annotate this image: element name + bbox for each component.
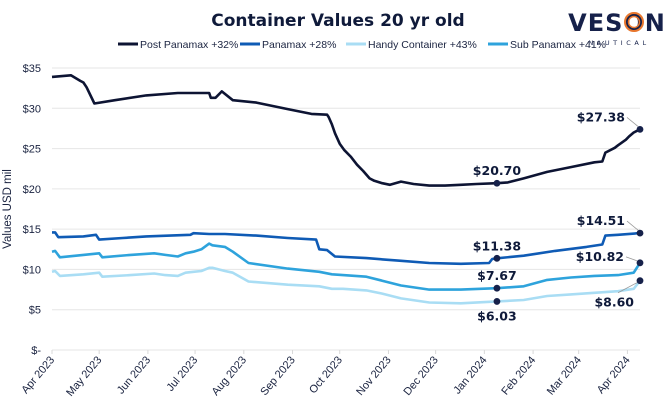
y-tick-label: $- [31, 345, 41, 357]
legend-item: Panamax +28% [240, 39, 336, 51]
x-tick-label: Aug 2023 [210, 354, 249, 398]
x-tick-label: Feb 2024 [499, 354, 538, 397]
y-tick-label: $20 [23, 184, 41, 196]
y-axis-ticks: $- $5 $10 $15 $20 $25 $30 $35 [23, 63, 42, 357]
annotation-label: $20.70 [473, 163, 522, 178]
x-tick-label: Jan 2024 [451, 354, 489, 396]
annotation-marker [493, 254, 501, 262]
x-tick-label: Sep 2023 [258, 354, 297, 398]
annotation-marker [636, 229, 644, 237]
series-line-handy-container-43 [51, 266, 642, 305]
data-annotation: $27.38 [577, 109, 644, 133]
data-annotation: $20.70 [473, 163, 522, 187]
y-tick-label: $30 [23, 103, 41, 115]
annotation-label: $14.51 [577, 213, 625, 228]
annotation-label: $7.67 [477, 268, 517, 283]
x-tick-label: Jul 2023 [164, 354, 200, 394]
series-lines [51, 74, 642, 305]
legend-label: Handy Container +43% [368, 39, 477, 51]
x-tick-label: Nov 2023 [354, 354, 393, 398]
x-tick-label: Mar 2024 [545, 354, 584, 397]
annotation-leader [617, 282, 638, 294]
y-tick-label: $15 [23, 224, 41, 236]
annotation-marker [636, 259, 644, 267]
x-tick-label: Apr 2023 [19, 354, 57, 396]
legend-item: Post Panamax +32% [118, 39, 238, 51]
veson-logo: VESON NAUTICAL [568, 9, 666, 47]
logo-wordmark: VESON [568, 9, 666, 37]
annotation-marker [493, 298, 501, 305]
annotation-label: $6.03 [477, 308, 517, 323]
series-line-sub-panamax-41 [51, 242, 642, 291]
logo-o-rings-icon [624, 12, 644, 32]
y-axis-label: Values USD mil [2, 169, 14, 249]
legend-item: Sub Panamax +41% [488, 39, 606, 51]
annotation-label: $11.38 [473, 238, 521, 253]
data-annotation: $6.03 [477, 298, 517, 323]
legend: Post Panamax +32% Panamax +28% Handy Conta… [118, 39, 606, 51]
annotation-marker [636, 277, 644, 285]
annotation-leader [625, 256, 638, 262]
annotation-marker [636, 125, 644, 133]
legend-item: Handy Container +43% [346, 39, 477, 51]
logo-subtitle: NAUTICAL [588, 39, 649, 47]
x-tick-label: Oct 2023 [307, 354, 345, 396]
annotation-marker [493, 284, 501, 292]
x-tick-label: May 2023 [64, 354, 104, 399]
y-tick-label: $35 [23, 63, 41, 75]
series-line-panamax-28 [52, 231, 641, 266]
x-tick-label: Jun 2023 [115, 354, 153, 396]
annotation-label: $8.60 [594, 295, 634, 310]
x-axis-ticks: Apr 2023 May 2023 Jun 2023 Jul 2023 Aug 2023… [19, 350, 633, 399]
data-annotation: $7.67 [477, 268, 517, 292]
y-tick-label: $5 [29, 305, 41, 317]
y-tick-label: $25 [23, 144, 41, 156]
annotation-marker [493, 179, 501, 187]
annotation-label: $10.82 [576, 249, 624, 264]
x-tick-label: Apr 2024 [595, 354, 633, 396]
annotation-leader [626, 220, 639, 231]
series-line-post-panamax-32 [51, 74, 641, 187]
data-annotation: $14.51 [577, 213, 644, 237]
chart-title: Container Values 20 yr old [211, 11, 464, 31]
x-tick-label: Dec 2023 [401, 354, 440, 398]
data-annotation: $10.82 [576, 249, 644, 267]
annotation-label: $27.38 [577, 109, 625, 124]
annotation-leader [626, 117, 639, 127]
legend-label: Panamax +28% [262, 39, 336, 51]
gridlines [52, 67, 640, 351]
data-annotation: $11.38 [473, 238, 521, 262]
legend-label: Sub Panamax +41% [510, 39, 606, 51]
y-tick-label: $10 [23, 264, 41, 276]
data-annotations: $20.70 $27.38 $11.38 $14.51 $7.67 $10.82 $6.03… [473, 109, 644, 323]
legend-label: Post Panamax +32% [140, 39, 238, 51]
data-annotation: $8.60 [594, 277, 644, 310]
